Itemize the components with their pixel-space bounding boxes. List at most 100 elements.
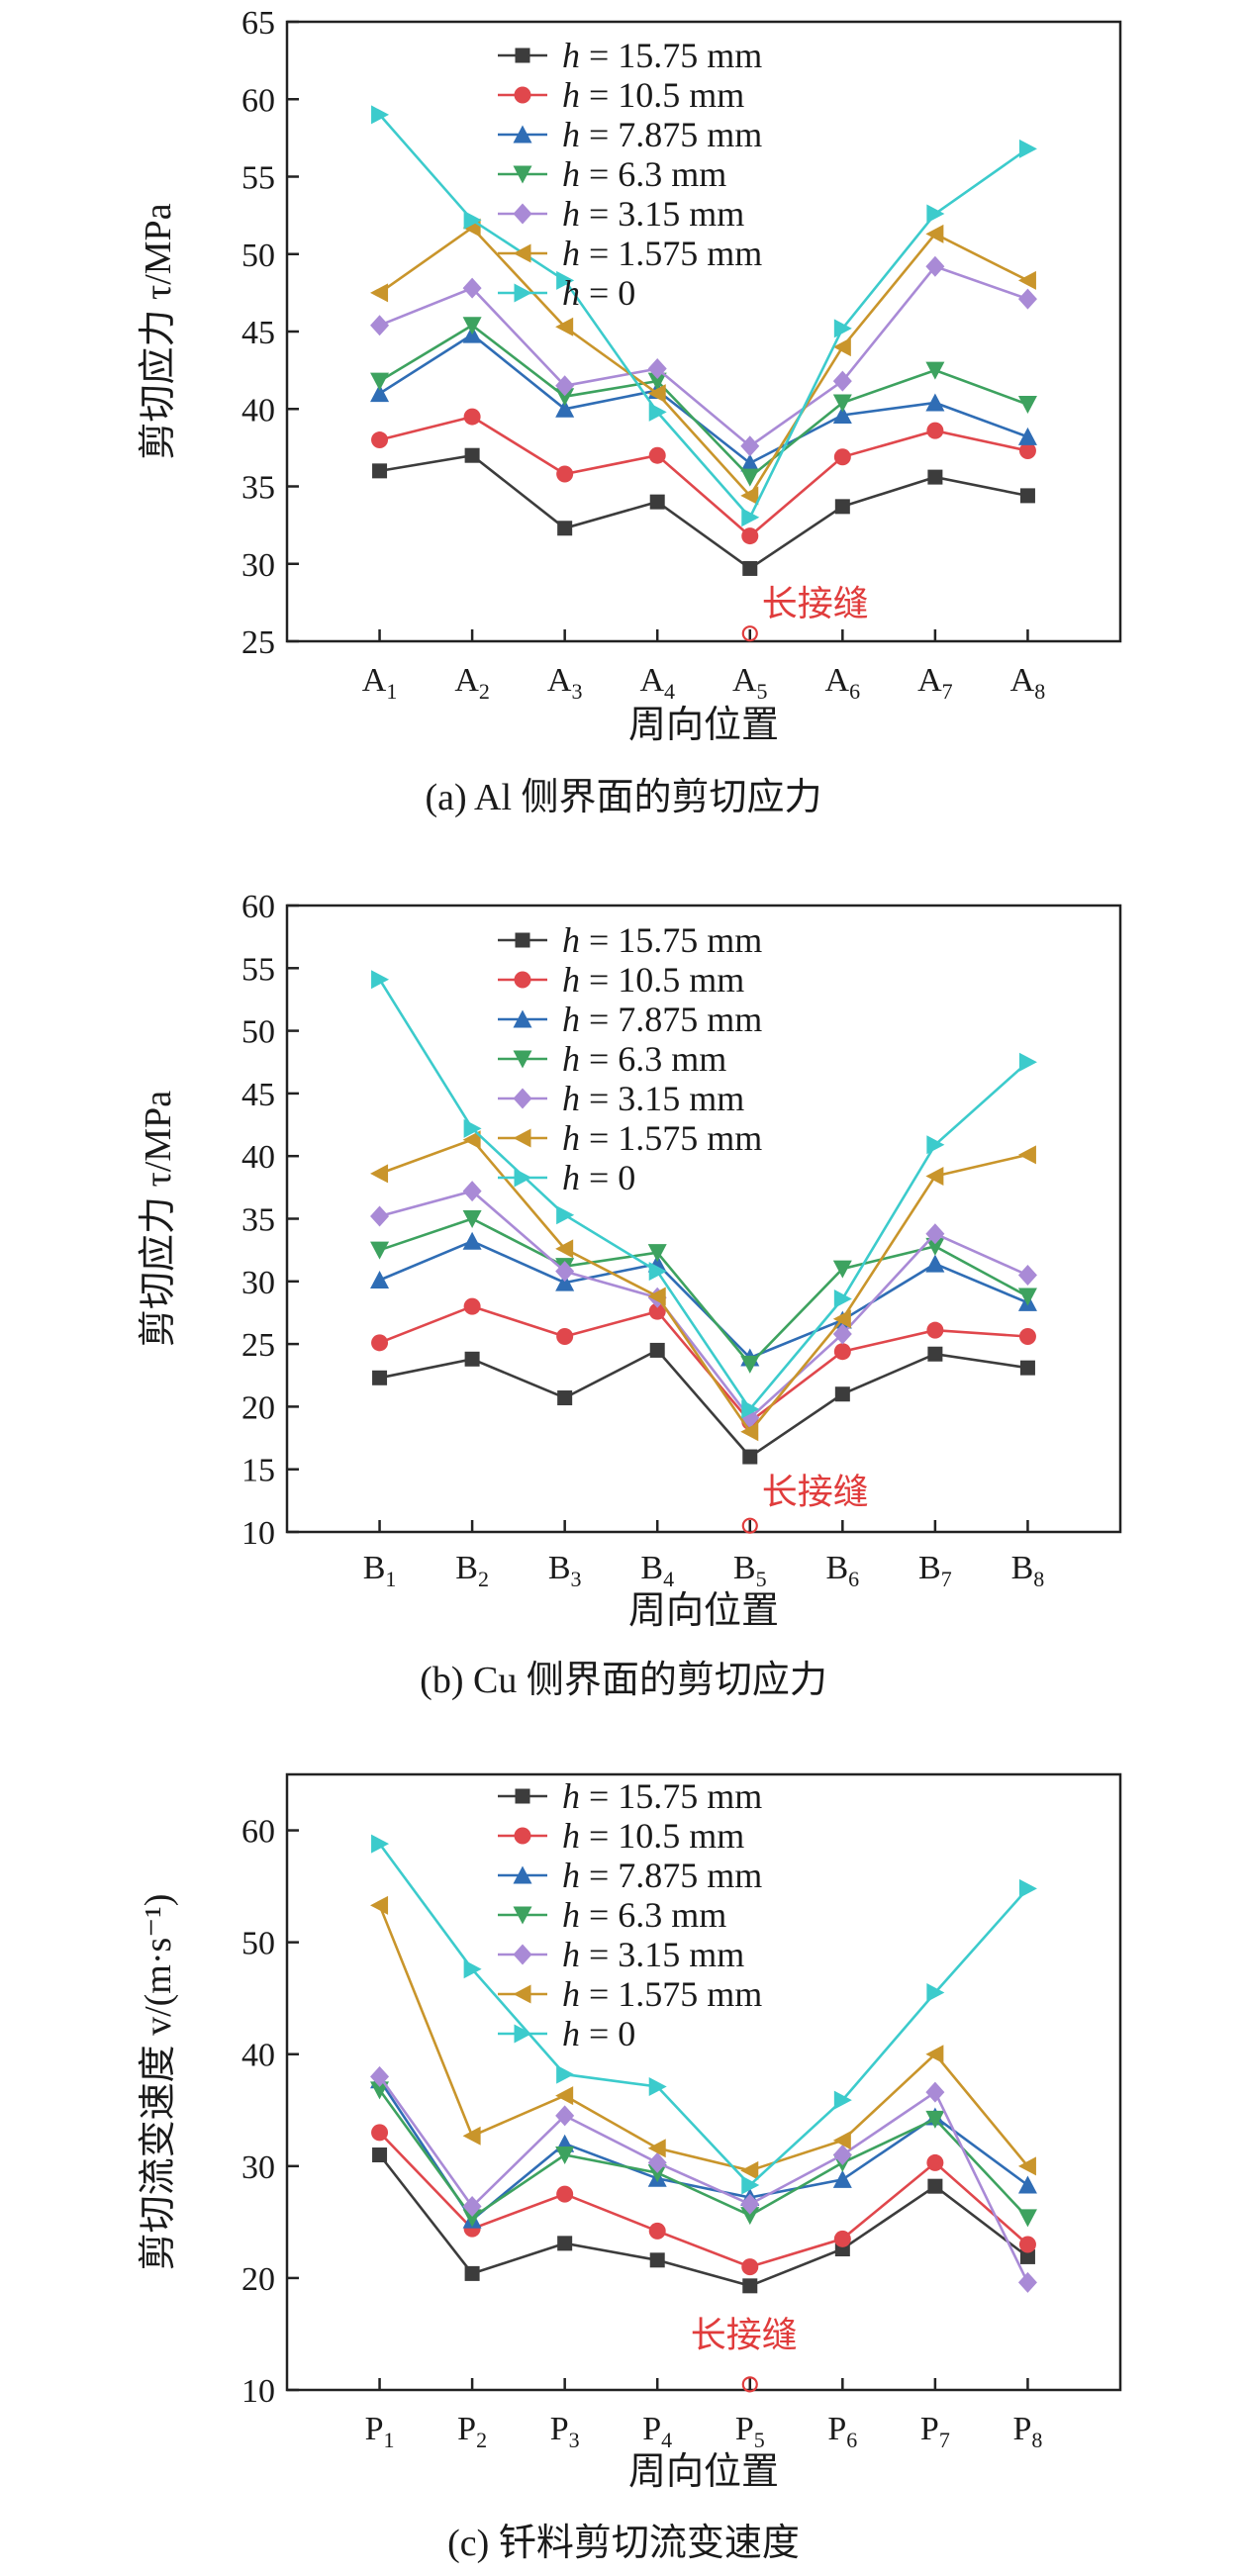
data-point — [647, 384, 666, 404]
series-5 — [370, 218, 1036, 506]
data-point — [555, 1261, 575, 1283]
series-5 — [370, 1895, 1036, 2180]
data-point — [370, 1164, 389, 1184]
data-point — [464, 2265, 480, 2281]
legend: h = 15.75 mmh = 10.5 mmh = 7.875 mmh = 6… — [498, 920, 762, 1197]
y-tick-label: 65 — [241, 5, 275, 42]
data-point — [649, 494, 665, 510]
data-point — [832, 1309, 851, 1329]
legend-entry: h = 0 — [562, 1158, 635, 1197]
data-point — [925, 2081, 945, 2103]
seam-annotation: 长接缝 — [762, 584, 869, 623]
seam-marker-icon — [741, 1517, 758, 1534]
data-point — [370, 372, 390, 391]
data-point — [555, 2105, 575, 2127]
series-line — [379, 264, 1028, 448]
data-point — [1018, 1328, 1036, 1346]
x-tick-label: P8 — [1012, 2411, 1042, 2452]
data-point — [1019, 2248, 1035, 2264]
data-point — [1019, 488, 1035, 504]
legend-entry: h = 15.75 mm — [562, 36, 762, 75]
y-tick-label: 50 — [241, 238, 275, 274]
legend-marker — [513, 1984, 531, 2004]
legend-marker — [513, 1906, 532, 1925]
legend-entry: h = 1.575 mm — [562, 234, 762, 273]
legend: h = 15.75 mmh = 10.5 mmh = 7.875 mmh = 6… — [498, 36, 762, 313]
chart-panel-b: 10 15 20 25 30 35 40 45 50 55 60 B1 B2 B3 B4 B5 B6 B7 B8 周向… — [138, 889, 1122, 1701]
data-point — [740, 486, 759, 506]
y-tick-label: 10 — [241, 1515, 275, 1552]
series-3 — [370, 317, 1037, 487]
data-point — [742, 560, 758, 576]
data-point — [556, 1328, 574, 1346]
x-tick-label: A2 — [454, 662, 490, 704]
series-line — [378, 226, 1028, 499]
y-tick-label: 50 — [241, 1014, 275, 1051]
x-axis-label: 周向位置 — [628, 2451, 779, 2493]
x-tick-label: P6 — [827, 2411, 857, 2452]
legend-entry: h = 0 — [562, 273, 635, 313]
y-axis-label: 剪切流变速度 v/(m·s⁻¹) — [138, 1894, 179, 2271]
data-point — [740, 2193, 760, 2215]
series-line — [379, 1239, 1028, 1360]
legend-marker — [515, 932, 530, 948]
data-point — [1017, 1264, 1037, 1286]
x-tick-label: B8 — [1011, 1550, 1045, 1591]
series-line — [379, 453, 1028, 570]
data-point — [1017, 1288, 1037, 1306]
data-point — [370, 1271, 390, 1289]
data-point — [462, 2126, 481, 2146]
data-point — [741, 1399, 760, 1419]
legend-marker — [513, 165, 532, 184]
x-tick-label: A1 — [362, 662, 398, 704]
data-point — [462, 277, 482, 299]
legend-entry: h = 3.15 mm — [562, 1935, 744, 1974]
data-point — [1017, 1145, 1036, 1165]
x-tick-label: A4 — [639, 662, 675, 704]
series-line — [378, 114, 1029, 521]
data-point — [925, 2045, 944, 2064]
data-point — [832, 394, 852, 413]
x-tick-label: P2 — [457, 2411, 487, 2452]
legend-marker — [513, 1944, 532, 1965]
legend: h = 15.75 mmh = 10.5 mmh = 7.875 mmh = 6… — [498, 1776, 762, 2053]
data-point — [463, 1959, 482, 1979]
legend-entry: h = 1.575 mm — [562, 1118, 762, 1158]
data-point — [555, 399, 575, 418]
data-point — [925, 361, 945, 380]
y-tick-label: 55 — [241, 160, 275, 197]
data-point — [464, 447, 480, 463]
data-point — [372, 2147, 388, 2163]
series-line — [379, 1304, 1028, 1424]
data-point — [1017, 2175, 1037, 2194]
series-line — [378, 324, 1028, 479]
legend-marker — [513, 1865, 532, 1884]
y-tick-label: 55 — [241, 951, 275, 988]
legend-entry: h = 10.5 mm — [562, 1816, 744, 1856]
data-point — [462, 1210, 482, 1228]
data-point — [925, 1166, 944, 1186]
data-point — [370, 315, 390, 336]
data-point — [1017, 2156, 1036, 2176]
y-tick-label: 50 — [241, 1926, 275, 1962]
legend-marker — [513, 243, 531, 263]
series-line — [378, 979, 1029, 1412]
series-2 — [370, 1231, 1037, 1367]
series-1 — [371, 2124, 1036, 2276]
data-point — [834, 1386, 850, 1402]
data-point — [647, 372, 667, 391]
legend-marker — [514, 971, 531, 989]
data-point — [833, 1343, 851, 1361]
series-6 — [371, 1834, 1037, 2195]
legend-entry: h = 7.875 mm — [562, 115, 762, 154]
data-point — [926, 422, 944, 439]
series-line — [378, 2075, 1029, 2283]
data-point — [648, 402, 667, 422]
data-point — [463, 1118, 482, 1138]
data-point — [1018, 1052, 1037, 1072]
data-point — [925, 393, 945, 412]
data-point — [647, 2139, 666, 2158]
legend-marker — [513, 1009, 532, 1028]
series-line — [379, 1348, 1028, 1459]
data-point — [742, 2278, 758, 2294]
